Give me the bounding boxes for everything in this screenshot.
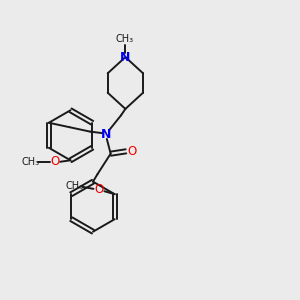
Text: CH₃: CH₃	[116, 34, 134, 44]
Text: O: O	[94, 183, 104, 196]
Text: CH₃: CH₃	[66, 181, 84, 191]
Text: O: O	[128, 145, 137, 158]
Text: N: N	[101, 128, 111, 141]
Text: N: N	[120, 51, 130, 64]
Text: O: O	[51, 155, 60, 168]
Text: CH₃: CH₃	[22, 157, 40, 167]
